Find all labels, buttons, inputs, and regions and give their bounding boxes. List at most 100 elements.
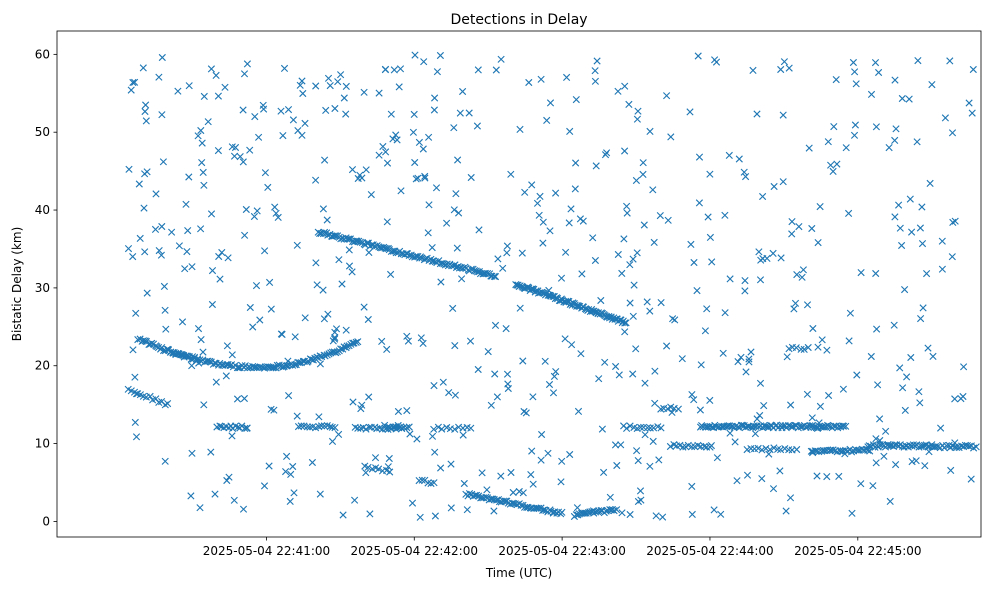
data-point bbox=[929, 352, 937, 360]
data-point bbox=[953, 443, 961, 451]
data-point bbox=[395, 83, 403, 91]
data-point bbox=[576, 215, 584, 223]
data-point bbox=[502, 325, 510, 333]
data-point bbox=[312, 82, 320, 90]
data-point bbox=[178, 351, 186, 359]
data-point bbox=[306, 423, 314, 431]
data-point bbox=[788, 230, 796, 238]
data-point bbox=[214, 92, 222, 100]
data-point bbox=[293, 412, 301, 420]
data-point bbox=[849, 58, 857, 67]
data-point bbox=[543, 116, 551, 124]
data-point bbox=[365, 423, 373, 431]
data-point bbox=[745, 355, 753, 363]
data-point bbox=[451, 391, 459, 399]
data-point bbox=[431, 94, 439, 102]
data-point bbox=[141, 107, 149, 116]
data-point bbox=[565, 219, 573, 227]
data-point bbox=[552, 368, 560, 376]
data-point bbox=[301, 119, 309, 127]
data-point bbox=[384, 463, 392, 471]
data-point bbox=[741, 287, 749, 295]
data-point bbox=[337, 71, 345, 79]
data-point bbox=[507, 468, 515, 477]
data-point bbox=[491, 321, 500, 329]
data-point bbox=[668, 408, 676, 416]
data-point bbox=[657, 299, 665, 307]
data-point bbox=[603, 149, 611, 157]
plot-frame bbox=[56, 30, 982, 538]
data-point bbox=[728, 422, 736, 430]
data-point bbox=[823, 473, 831, 481]
data-point bbox=[951, 439, 959, 447]
data-point bbox=[882, 427, 890, 435]
data-point bbox=[491, 273, 500, 281]
data-point bbox=[915, 388, 923, 396]
data-point bbox=[465, 490, 474, 498]
data-point bbox=[178, 318, 187, 326]
data-point bbox=[589, 507, 598, 515]
data-point bbox=[965, 442, 973, 450]
x-axis-label: Time (UTC) bbox=[485, 566, 552, 580]
data-point bbox=[158, 222, 166, 231]
data-point bbox=[459, 264, 467, 272]
data-point bbox=[194, 132, 202, 140]
data-point bbox=[430, 382, 438, 390]
data-point bbox=[345, 235, 353, 243]
data-point bbox=[447, 460, 455, 468]
data-point bbox=[630, 281, 638, 289]
data-point bbox=[829, 167, 837, 175]
data-point bbox=[324, 310, 332, 318]
data-point bbox=[214, 147, 222, 155]
data-point bbox=[454, 156, 462, 164]
data-point bbox=[742, 368, 750, 376]
data-point bbox=[161, 401, 169, 409]
data-point bbox=[785, 64, 793, 72]
data-point bbox=[967, 475, 975, 483]
data-point bbox=[857, 269, 865, 277]
data-point bbox=[467, 424, 475, 432]
data-point bbox=[483, 486, 491, 494]
data-point bbox=[765, 450, 773, 458]
data-point bbox=[215, 252, 223, 261]
data-point bbox=[846, 309, 854, 317]
data-point bbox=[572, 96, 580, 104]
data-point bbox=[667, 133, 675, 141]
data-point bbox=[655, 456, 663, 464]
data-point bbox=[527, 285, 535, 293]
data-point bbox=[331, 104, 339, 113]
data-point bbox=[223, 476, 231, 485]
data-point bbox=[840, 422, 848, 430]
data-point bbox=[143, 289, 151, 297]
data-point bbox=[127, 86, 135, 94]
data-point bbox=[640, 221, 648, 229]
data-point bbox=[492, 66, 500, 74]
data-point bbox=[143, 168, 151, 176]
data-point bbox=[430, 479, 438, 487]
data-point bbox=[142, 117, 150, 125]
data-point bbox=[456, 109, 464, 117]
data-point bbox=[814, 239, 822, 247]
data-point bbox=[872, 123, 880, 131]
data-point bbox=[212, 71, 220, 79]
data-point bbox=[528, 447, 536, 455]
data-point bbox=[312, 259, 320, 267]
data-point bbox=[671, 316, 679, 324]
data-point bbox=[194, 355, 202, 363]
data-point bbox=[755, 248, 763, 256]
data-point bbox=[793, 445, 801, 454]
data-point bbox=[678, 355, 686, 363]
data-point bbox=[403, 424, 411, 432]
data-point bbox=[161, 306, 169, 314]
data-point bbox=[845, 209, 853, 217]
data-point bbox=[563, 73, 571, 81]
data-point bbox=[385, 454, 393, 463]
data-point bbox=[793, 271, 801, 279]
data-point bbox=[168, 228, 176, 236]
data-point bbox=[390, 66, 398, 74]
data-point bbox=[261, 169, 269, 177]
data-point bbox=[301, 314, 309, 322]
data-point bbox=[872, 459, 880, 467]
data-point bbox=[885, 144, 893, 152]
data-point bbox=[319, 286, 327, 294]
